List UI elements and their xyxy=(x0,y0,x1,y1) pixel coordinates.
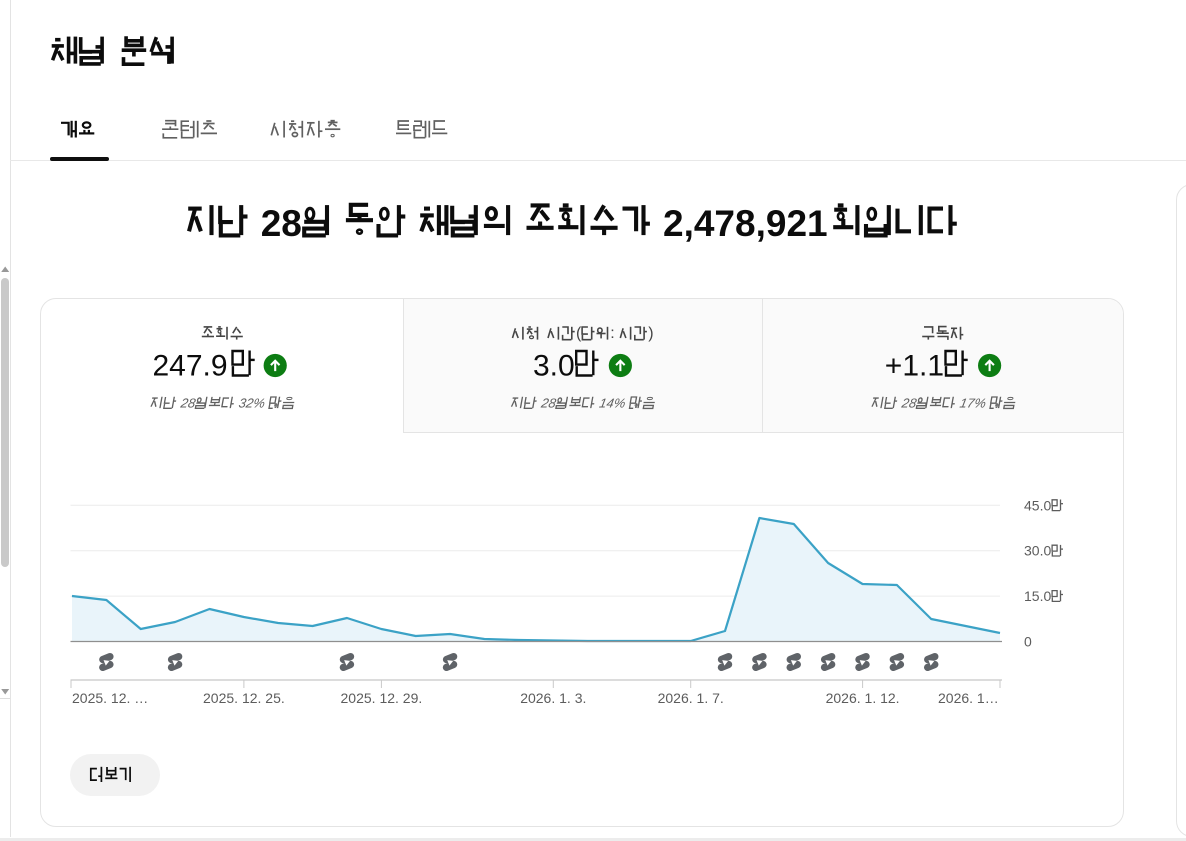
svg-text:14%: 14% xyxy=(598,396,627,411)
svg-text:17%: 17% xyxy=(959,396,988,411)
svg-text:2026. 1…: 2026. 1… xyxy=(938,690,999,706)
svg-text:2,478,921: 2,478,921 xyxy=(663,203,828,244)
svg-text:30.0: 30.0 xyxy=(1024,543,1051,559)
svg-text:45.0: 45.0 xyxy=(1024,497,1051,513)
svg-text:28: 28 xyxy=(539,396,558,411)
svg-text:247.9: 247.9 xyxy=(153,350,228,383)
svg-text:2025. 12. …: 2025. 12. … xyxy=(72,690,148,706)
svg-text:): ) xyxy=(648,325,653,342)
svg-text:28: 28 xyxy=(900,396,919,411)
svg-text:15.0: 15.0 xyxy=(1024,588,1051,604)
svg-text:2026. 1. 7.: 2026. 1. 7. xyxy=(658,690,724,706)
svg-text:28: 28 xyxy=(179,396,198,411)
svg-text:2025. 12. 29.: 2025. 12. 29. xyxy=(341,690,423,706)
svg-text:+1.1: +1.1 xyxy=(885,350,944,383)
svg-text:32%: 32% xyxy=(238,396,267,411)
svg-text:3.0: 3.0 xyxy=(533,350,575,383)
svg-text:(: ( xyxy=(576,325,582,342)
svg-text:0: 0 xyxy=(1024,634,1032,650)
svg-text:2025. 12. 25.: 2025. 12. 25. xyxy=(203,690,285,706)
svg-text::: : xyxy=(610,325,614,342)
svg-text:28: 28 xyxy=(261,203,302,244)
svg-text:2026. 1. 12.: 2026. 1. 12. xyxy=(826,690,900,706)
svg-text:2026. 1. 3.: 2026. 1. 3. xyxy=(520,690,586,706)
